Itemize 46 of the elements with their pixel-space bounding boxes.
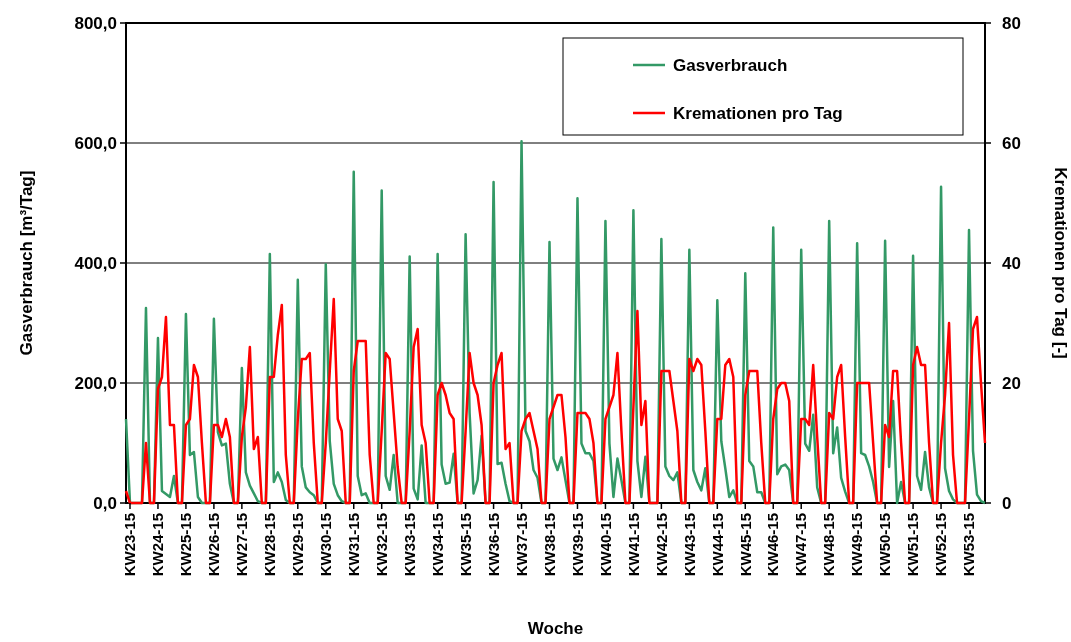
x-tick-label: KW28-15 bbox=[261, 513, 279, 577]
y-tick-label: 800,0 bbox=[74, 13, 117, 33]
x-tick-label: KW23-15 bbox=[121, 513, 139, 577]
x-tick-label: KW49-15 bbox=[848, 513, 866, 577]
x-tick-label: KW24-15 bbox=[149, 513, 167, 577]
x-tick-label: KW30-15 bbox=[317, 513, 335, 577]
x-tick-label: KW52-15 bbox=[932, 513, 950, 577]
x-tick-label: KW40-15 bbox=[596, 513, 614, 577]
y-tick-label: 600,0 bbox=[74, 133, 117, 153]
x-tick-label: KW27-15 bbox=[233, 513, 251, 577]
x-tick-label: KW53-15 bbox=[960, 513, 978, 577]
x-tick-label: KW47-15 bbox=[792, 513, 810, 577]
x-axis-title: Woche bbox=[527, 619, 584, 638]
x-tick-label: KW45-15 bbox=[736, 513, 754, 577]
x-tick-label: KW34-15 bbox=[428, 513, 446, 577]
x-tick-label: KW37-15 bbox=[512, 513, 530, 577]
y2-tick-label: 80 bbox=[1002, 13, 1021, 33]
x-tick-label: KW48-15 bbox=[820, 513, 838, 577]
y2-tick-label: 60 bbox=[1002, 133, 1021, 153]
legend-label: Gasverbrauch bbox=[673, 55, 788, 75]
x-tick-label: KW35-15 bbox=[456, 513, 474, 577]
x-tick-label: KW36-15 bbox=[484, 513, 502, 577]
x-tick-label: KW25-15 bbox=[177, 513, 195, 577]
x-tick-label: KW38-15 bbox=[540, 513, 558, 577]
y2-tick-label: 0 bbox=[1002, 493, 1012, 513]
y-tick-label: 0,0 bbox=[93, 493, 117, 513]
x-tick-label: KW51-15 bbox=[904, 513, 922, 577]
x-tick-label: KW50-15 bbox=[876, 513, 894, 577]
x-tick-label: KW41-15 bbox=[624, 513, 642, 577]
x-tick-label: KW44-15 bbox=[708, 513, 726, 577]
y2-axis-title: Kremationen pro Tag [-] bbox=[1051, 167, 1070, 359]
y2-tick-label: 20 bbox=[1002, 373, 1021, 393]
x-tick-label: KW26-15 bbox=[205, 513, 223, 577]
x-tick-label: KW31-15 bbox=[344, 513, 362, 577]
x-tick-label: KW33-15 bbox=[400, 513, 418, 577]
y-axis-title: Gasverbrauch [m³/Tag] bbox=[17, 170, 36, 356]
x-tick-label: KW46-15 bbox=[764, 513, 782, 577]
y-tick-label: 400,0 bbox=[74, 253, 117, 273]
x-tick-label: KW29-15 bbox=[289, 513, 307, 577]
x-tick-label: KW43-15 bbox=[680, 513, 698, 577]
x-tick-label: KW42-15 bbox=[652, 513, 670, 577]
y2-tick-label: 40 bbox=[1002, 253, 1021, 273]
legend-label: Kremationen pro Tag bbox=[673, 103, 843, 123]
x-tick-label: KW32-15 bbox=[372, 513, 390, 577]
x-tick-label: KW39-15 bbox=[568, 513, 586, 577]
y-tick-label: 200,0 bbox=[74, 373, 117, 393]
